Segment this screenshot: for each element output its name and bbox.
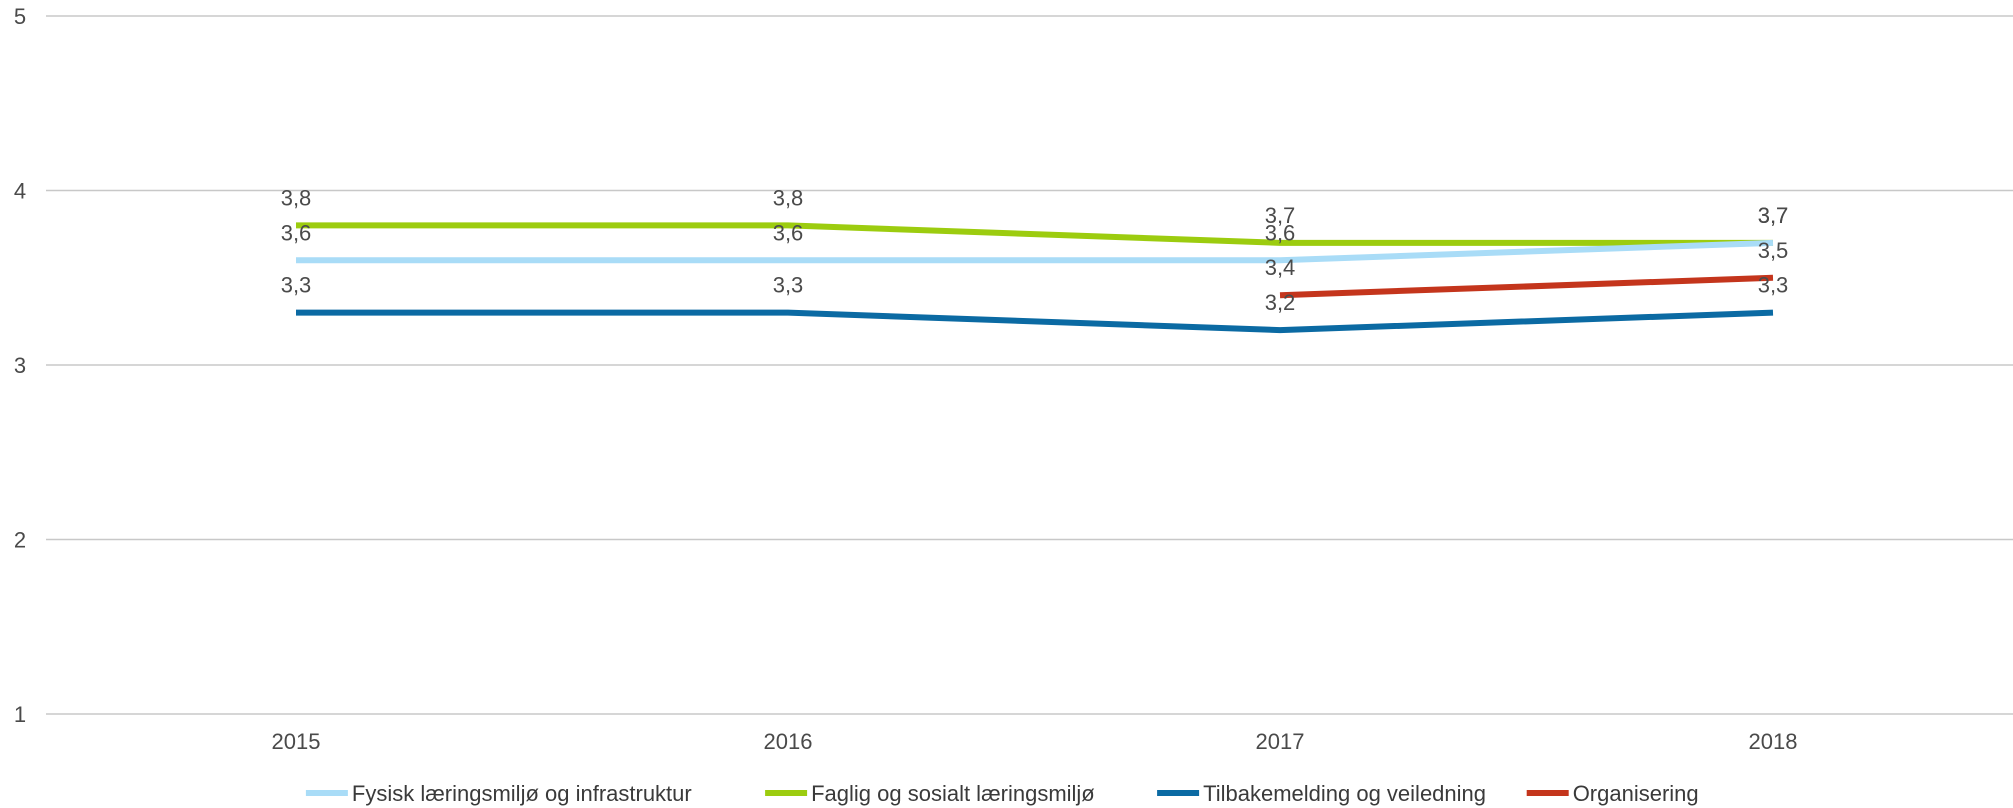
series-line: [296, 239, 1774, 264]
y-tick-label: 2: [14, 528, 26, 553]
data-label: 3,8: [773, 185, 804, 210]
x-tick-label: 2017: [1256, 729, 1305, 754]
data-label: 3,4: [1265, 255, 1296, 280]
y-tick-label: 5: [14, 4, 26, 29]
legend-label: Faglig og sosialt læringsmiljø: [811, 781, 1095, 806]
series-line: [296, 222, 1773, 246]
legend-item: Tilbakemelding og veiledning: [1157, 781, 1486, 806]
legend-label: Organisering: [1573, 781, 1699, 806]
data-label: 3,6: [281, 220, 312, 245]
data-label: 3,6: [773, 220, 804, 245]
legend-label: Tilbakemelding og veiledning: [1203, 781, 1486, 806]
gridlines: [46, 15, 2013, 715]
data-label: 3,3: [281, 273, 312, 298]
data-label: 3,7: [1758, 203, 1789, 228]
x-tick-label: 2018: [1749, 729, 1798, 754]
data-label: 3,5: [1758, 238, 1789, 263]
y-tick-label: 3: [14, 353, 26, 378]
legend-item: Organisering: [1526, 781, 1699, 806]
legend: Fysisk læringsmiljø og infrastruktur Fagl…: [305, 781, 1699, 806]
legend-item: Faglig og sosialt læringsmiljø: [765, 781, 1095, 806]
x-axis-ticks: 2015 2016 2017 2018: [272, 729, 1798, 754]
data-label: 3,8: [281, 185, 312, 210]
data-labels: 3,6 3,6 3,63,73,8 3,83,7 3,73,3 3,33,23,33,43…: [281, 185, 1789, 315]
y-tick-label: 4: [14, 179, 26, 204]
legend-label: Fysisk læringsmiljø og infrastruktur: [352, 781, 692, 806]
data-label: 3,7: [1758, 203, 1789, 228]
data-label: 3,2: [1265, 290, 1296, 315]
data-label: 3,6: [1265, 220, 1296, 245]
legend-item: Fysisk læringsmiljø og infrastruktur: [305, 781, 692, 806]
series-line: [296, 309, 1774, 334]
series-line: [1279, 274, 1774, 299]
y-axis-ticks: 1 2 3 4 5: [14, 4, 26, 727]
x-tick-label: 2015: [272, 729, 321, 754]
data-label: 3,7: [1265, 203, 1296, 228]
x-tick-label: 2016: [764, 729, 813, 754]
series-lines: [296, 222, 1774, 334]
y-tick-label: 1: [14, 702, 26, 727]
data-label: 3,3: [773, 273, 804, 298]
data-label: 3,3: [1758, 273, 1789, 298]
